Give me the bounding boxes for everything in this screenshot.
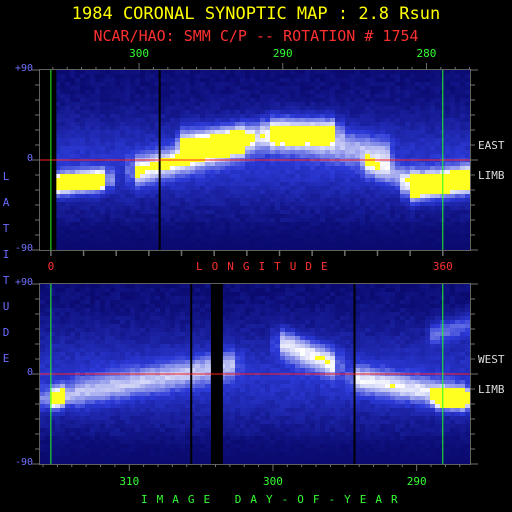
- longitude-axis-label: LONGITUDE: [196, 260, 337, 273]
- lon-tick-label: 360: [432, 260, 453, 273]
- heatmap-cells: [40, 284, 471, 465]
- figure-subtitle: NCAR/HAO: SMM C/P -- ROTATION # 1754: [93, 27, 419, 45]
- latitude-axis-letter: T: [2, 274, 10, 287]
- lon-tick-label: 0: [47, 260, 55, 273]
- limb-label: LIMB: [478, 169, 505, 182]
- latitude-axis-letter: E: [2, 352, 10, 365]
- latitude-axis-letter: L: [2, 170, 10, 183]
- day-tick-label: 300: [129, 47, 149, 60]
- lat-tick-label: 0: [26, 153, 33, 164]
- day-axis-label: IMAGE DAY-OF-YEAR: [141, 493, 407, 506]
- day-tick-label: 300: [263, 475, 283, 488]
- day-tick-label: 290: [272, 47, 293, 60]
- day-tick-label: 290: [406, 475, 427, 488]
- lat-tick-label: +90: [14, 63, 33, 74]
- lat-tick-label: -90: [14, 243, 33, 254]
- latitude-axis-letter: I: [2, 248, 10, 261]
- latitude-axis-letter: T: [2, 222, 10, 235]
- lat-tick-label: 0: [26, 367, 33, 378]
- limb-label: WEST: [478, 353, 505, 366]
- panel-1: [32, 63, 478, 256]
- day-tick-label: 310: [119, 475, 140, 488]
- figure-title: 1984 CORONAL SYNOPTIC MAP : 2.8 Rsun: [71, 4, 441, 24]
- panel-2: [32, 283, 478, 471]
- day-tick-label: 280: [416, 47, 437, 60]
- heatmap-cells: [40, 70, 471, 251]
- lat-tick-label: +90: [14, 277, 33, 288]
- lat-tick-label: -90: [14, 457, 33, 468]
- latitude-axis-letter: D: [2, 326, 10, 339]
- latitude-axis-letter: U: [2, 300, 10, 313]
- limb-label: EAST: [478, 139, 505, 152]
- limb-label: LIMB: [478, 383, 505, 396]
- latitude-axis-letter: A: [2, 196, 10, 209]
